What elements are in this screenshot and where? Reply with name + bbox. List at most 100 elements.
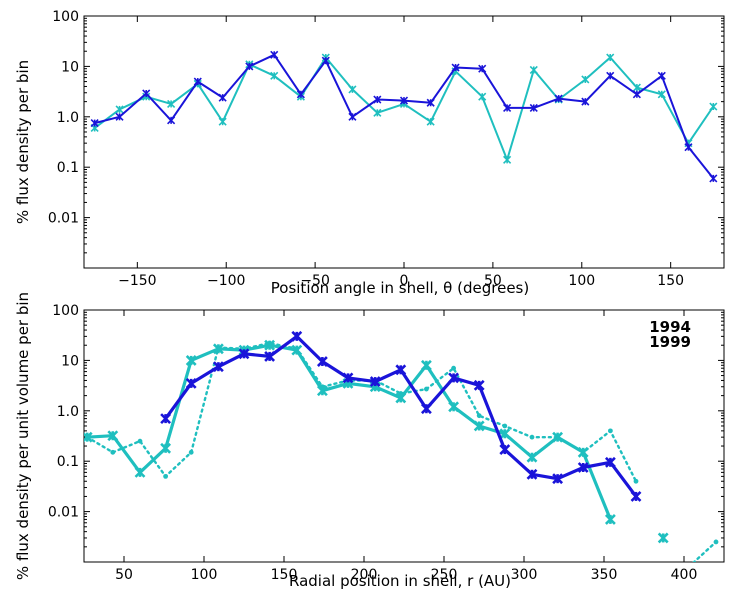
point-1994 bbox=[478, 92, 487, 101]
bottom-y-ticks: 0.01 0.1 1.0 10 100 bbox=[48, 303, 724, 563]
point-1999 bbox=[321, 56, 330, 65]
bottom-x-ticks: 50 100 150 200 250 300 350 400 bbox=[115, 310, 697, 583]
top-plot-frame bbox=[83, 15, 725, 269]
point-1994-dotted bbox=[137, 438, 143, 444]
point-1999 bbox=[369, 376, 381, 387]
point-1994 bbox=[270, 71, 279, 80]
legend-1999: 1999 bbox=[649, 333, 691, 351]
point-1999 bbox=[342, 372, 354, 384]
point-1994 bbox=[291, 344, 303, 356]
point-1994-dotted bbox=[163, 473, 169, 479]
point-1999 bbox=[426, 98, 435, 107]
point-1999 bbox=[316, 356, 328, 367]
bottom-y-tick-label: 0.1 bbox=[57, 454, 79, 470]
top-panel: −150 −100 −50 0 50 100 150 0.01 0.1 1.0 10 100 Pos… bbox=[14, 9, 725, 297]
point-1999 bbox=[503, 103, 512, 112]
bottom-panel: 50 100 150 200 250 300 350 400 0.010.11.010100 … bbox=[14, 292, 725, 590]
point-1999 bbox=[193, 77, 202, 86]
point-1999 bbox=[552, 473, 564, 485]
series-line-1999 bbox=[94, 53, 715, 180]
point-1994 bbox=[115, 105, 124, 114]
point-1999 bbox=[709, 174, 718, 183]
bottom-x-tick-label: 400 bbox=[671, 567, 698, 583]
point-1994 bbox=[134, 466, 146, 478]
point-1994-dotted bbox=[608, 428, 613, 434]
point-1994-dotted bbox=[713, 539, 719, 545]
top-x-tick-label: 50 bbox=[484, 273, 502, 289]
bottom-series bbox=[84, 330, 719, 562]
bottom-y-tick-label: 1.0 bbox=[57, 404, 79, 420]
point-1994 bbox=[160, 442, 172, 454]
point-1999 bbox=[499, 444, 511, 456]
point-1994 bbox=[316, 385, 328, 397]
point-1994 bbox=[218, 117, 227, 126]
bottom-x-tick-label: 100 bbox=[191, 567, 218, 583]
series-line-1994 bbox=[87, 343, 612, 521]
bottom-y-tick-label: 100 bbox=[52, 303, 79, 319]
bottom-x-tick-label: 300 bbox=[511, 567, 538, 583]
point-1994 bbox=[107, 430, 119, 442]
point-1994-dotted bbox=[529, 434, 535, 440]
point-1994 bbox=[657, 90, 666, 99]
top-x-tick-label: −150 bbox=[118, 273, 156, 289]
point-1994-dotted bbox=[188, 449, 194, 455]
point-1999 bbox=[606, 71, 615, 80]
top-x-axis-label: Position angle in shell, θ (degrees) bbox=[271, 279, 529, 297]
bottom-x-tick-label: 50 bbox=[115, 567, 133, 583]
series-line-1994-dotted bbox=[692, 540, 718, 562]
point-1994-dotted bbox=[451, 365, 456, 371]
point-1994-dotted bbox=[110, 449, 116, 455]
point-1994 bbox=[420, 359, 432, 371]
bottom-y-axis-label: % flux density per unit volume per bin bbox=[14, 292, 32, 580]
top-x-tick-label: 150 bbox=[657, 273, 684, 289]
point-1994 bbox=[373, 108, 382, 117]
point-1999 bbox=[448, 372, 460, 384]
point-1999 bbox=[554, 94, 563, 103]
point-1999 bbox=[526, 468, 538, 480]
bottom-y-tick-label: 10 bbox=[61, 353, 79, 369]
point-1999 bbox=[630, 491, 642, 502]
top-y-ticks: 0.01 0.1 1.0 10 100 bbox=[48, 9, 724, 269]
point-1999 bbox=[581, 97, 590, 106]
point-1999 bbox=[473, 379, 485, 391]
point-1999 bbox=[577, 462, 589, 473]
point-1999 bbox=[478, 64, 487, 73]
point-1994 bbox=[503, 155, 512, 164]
top-y-tick-label: 0.1 bbox=[57, 160, 79, 176]
point-1994 bbox=[448, 401, 460, 413]
point-1994 bbox=[606, 53, 615, 62]
bottom-x-tick-label: 150 bbox=[271, 567, 298, 583]
bottom-x-axis-label: Radial position in shell, r (AU) bbox=[289, 572, 511, 590]
top-x-tick-label: −50 bbox=[300, 273, 330, 289]
point-1994-dotted bbox=[502, 423, 508, 429]
top-x-tick-label: 100 bbox=[568, 273, 595, 289]
point-1999 bbox=[657, 71, 666, 80]
point-1999 bbox=[291, 330, 303, 342]
point-1994 bbox=[552, 431, 564, 443]
point-1999 bbox=[632, 90, 641, 99]
point-1999 bbox=[167, 116, 176, 125]
point-1994 bbox=[709, 102, 718, 111]
point-1999 bbox=[218, 93, 227, 102]
point-1999 bbox=[684, 143, 693, 152]
point-1994 bbox=[581, 75, 590, 84]
point-1994 bbox=[473, 420, 485, 432]
series-line-1994 bbox=[94, 56, 715, 161]
point-1999 bbox=[451, 63, 460, 72]
point-1994-dotted bbox=[424, 386, 429, 392]
series-line-1999 bbox=[164, 334, 638, 498]
point-1999 bbox=[373, 95, 382, 104]
point-1994 bbox=[426, 117, 435, 126]
bottom-plot-frame bbox=[83, 309, 725, 563]
point-1994 bbox=[167, 99, 176, 108]
top-x-tick-label: −100 bbox=[207, 273, 245, 289]
top-y-tick-label: 100 bbox=[52, 9, 79, 25]
point-1999 bbox=[245, 62, 254, 71]
point-1999 bbox=[270, 50, 279, 59]
point-1994-dotted bbox=[476, 413, 482, 419]
bottom-x-tick-label: 200 bbox=[351, 567, 378, 583]
point-1994 bbox=[499, 428, 511, 440]
point-1994 bbox=[212, 343, 224, 355]
bottom-plot-area bbox=[84, 330, 719, 562]
